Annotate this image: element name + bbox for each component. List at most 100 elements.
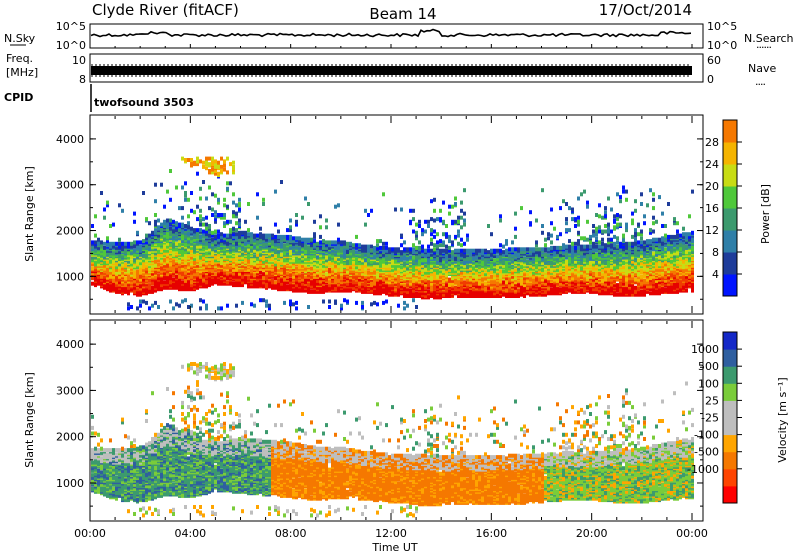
heatmap-cell — [145, 300, 148, 305]
heatmap-cell — [166, 272, 169, 277]
heatmap-cell — [169, 283, 172, 288]
heatmap-cell — [124, 247, 127, 252]
heatmap-cell — [445, 232, 448, 237]
heatmap-cell — [175, 278, 178, 283]
heatmap-cell — [370, 208, 373, 213]
heatmap-cell — [418, 224, 421, 228]
heatmap-cell — [130, 241, 133, 246]
heatmap-cell — [436, 217, 439, 222]
heatmap-cell — [448, 245, 451, 250]
heatmap-cell — [304, 196, 307, 201]
heatmap-cell — [214, 272, 217, 277]
heatmap-cell — [364, 244, 367, 249]
heatmap-cell — [160, 182, 163, 187]
heatmap-cell — [115, 261, 118, 266]
heatmap-cell — [166, 225, 169, 230]
heatmap-cell — [454, 202, 457, 206]
heatmap-cell — [430, 237, 433, 242]
heatmap-cell — [289, 277, 292, 282]
heatmap-cell — [172, 283, 175, 288]
heatmap-cell — [91, 247, 94, 252]
heatmap-cell — [103, 215, 106, 220]
heatmap-cell — [196, 156, 199, 161]
heatmap-cell — [379, 245, 382, 250]
heatmap-cell — [106, 241, 109, 246]
heatmap-cell — [397, 303, 400, 308]
heatmap-cell — [127, 273, 130, 278]
heatmap-cell — [136, 274, 139, 279]
heatmap-cell — [208, 162, 211, 167]
heatmap-cell — [463, 222, 466, 227]
heatmap-cell — [295, 213, 298, 217]
heatmap-cell — [280, 180, 283, 184]
heatmap-cell — [115, 241, 118, 246]
cpid-panel: CPID twofsound 3503 — [4, 84, 194, 112]
heatmap-cell — [202, 222, 205, 227]
heatmap-cell — [226, 270, 229, 275]
heatmap-cell — [376, 302, 379, 307]
heatmap-cell — [133, 219, 136, 224]
heatmap-cell — [217, 213, 220, 217]
heatmap-cell — [460, 225, 463, 230]
heatmap-cell — [262, 233, 265, 238]
heatmap-cell — [196, 204, 199, 209]
heatmap-cell — [370, 244, 373, 249]
heatmap-cell — [400, 207, 403, 212]
heatmap-cell — [130, 305, 133, 309]
heatmap-cell — [145, 274, 148, 279]
heatmap-cell — [175, 302, 178, 307]
heatmap-cell — [109, 258, 112, 263]
heatmap-cell — [262, 272, 265, 277]
heatmap-cell — [181, 185, 184, 190]
heatmap-cell — [157, 218, 160, 223]
heatmap-cell — [250, 232, 253, 237]
heatmap-cell — [202, 160, 205, 165]
station-title: Clyde River (fitACF) — [92, 1, 239, 19]
heatmap-cell — [166, 285, 169, 290]
heatmap-cell — [313, 232, 316, 237]
heatmap-cell — [412, 298, 415, 303]
heatmap-cell — [217, 160, 220, 165]
heatmap-cell — [205, 215, 208, 220]
heatmap-cell — [175, 247, 178, 252]
heatmap-cell — [166, 256, 169, 261]
heatmap-cell — [346, 241, 349, 246]
heatmap-cell — [433, 208, 436, 213]
heatmap-cell — [157, 305, 160, 309]
heatmap-cell — [157, 262, 160, 267]
noise-left-tick-bottom: 10^0 — [56, 39, 86, 52]
heatmap-cell — [115, 283, 118, 288]
heatmap-cell — [487, 224, 490, 228]
heatmap-cell — [97, 280, 100, 285]
heatmap-cell — [91, 276, 94, 281]
heatmap-cell — [403, 300, 406, 305]
heatmap-cell — [181, 206, 184, 211]
heatmap-cell — [142, 262, 145, 267]
heatmap-cell — [412, 208, 415, 213]
heatmap-cell — [166, 218, 169, 223]
heatmap-cell — [139, 299, 142, 304]
heatmap-cell — [109, 241, 112, 246]
heatmap-cell — [499, 248, 502, 253]
heatmap-cell — [208, 156, 211, 161]
heatmap-cell — [163, 233, 166, 238]
heatmap-cell — [403, 261, 406, 266]
heatmap-cell — [166, 222, 169, 227]
heatmap-cell — [190, 191, 193, 195]
heatmap-cell — [154, 284, 157, 289]
heatmap-cell — [415, 222, 418, 227]
heatmap-cell — [136, 230, 139, 235]
heatmap-cell — [184, 224, 187, 228]
heatmap-cell — [469, 248, 472, 253]
heatmap-cell — [154, 228, 157, 233]
heatmap-cell — [160, 269, 163, 274]
heatmap-cell — [148, 277, 151, 282]
heatmap-cell — [226, 280, 229, 285]
heatmap-cell — [463, 211, 466, 216]
heatmap-cell — [223, 203, 226, 208]
heatmap-cell — [169, 169, 172, 173]
heatmap-cell — [100, 240, 103, 245]
heatmap-cell — [211, 230, 214, 235]
heatmap-cell — [457, 215, 460, 220]
heatmap-cell — [100, 247, 103, 252]
